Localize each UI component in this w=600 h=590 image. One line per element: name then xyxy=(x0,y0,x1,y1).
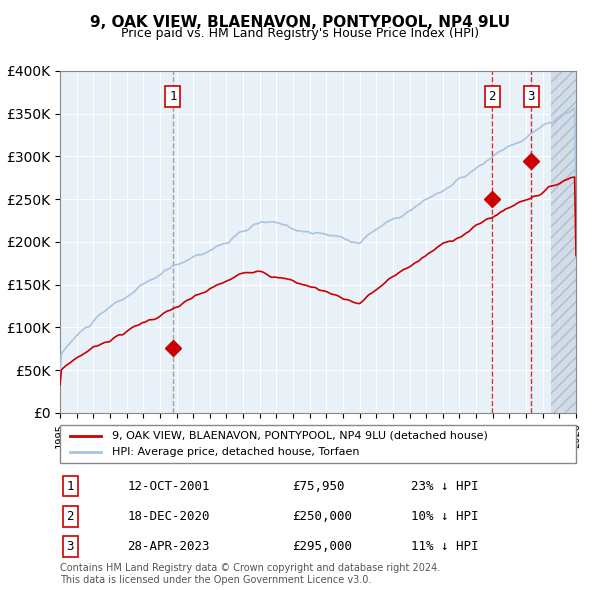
Text: 9, OAK VIEW, BLAENAVON, PONTYPOOL, NP4 9LU (detached house): 9, OAK VIEW, BLAENAVON, PONTYPOOL, NP4 9… xyxy=(112,431,487,441)
Text: £295,000: £295,000 xyxy=(292,540,352,553)
Text: Price paid vs. HM Land Registry's House Price Index (HPI): Price paid vs. HM Land Registry's House … xyxy=(121,27,479,40)
Text: 2: 2 xyxy=(67,510,74,523)
Text: 28-APR-2023: 28-APR-2023 xyxy=(127,540,209,553)
Text: 2: 2 xyxy=(488,90,496,103)
Text: £250,000: £250,000 xyxy=(292,510,352,523)
Text: 18-DEC-2020: 18-DEC-2020 xyxy=(127,510,209,523)
Text: £75,950: £75,950 xyxy=(292,480,345,493)
Text: HPI: Average price, detached house, Torfaen: HPI: Average price, detached house, Torf… xyxy=(112,447,359,457)
Text: 10% ↓ HPI: 10% ↓ HPI xyxy=(411,510,478,523)
Text: 1: 1 xyxy=(67,480,74,493)
Bar xyxy=(551,71,576,413)
Text: 3: 3 xyxy=(67,540,74,553)
Text: Contains HM Land Registry data © Crown copyright and database right 2024.
This d: Contains HM Land Registry data © Crown c… xyxy=(60,563,440,585)
Text: 1: 1 xyxy=(169,90,176,103)
Text: 12-OCT-2001: 12-OCT-2001 xyxy=(127,480,209,493)
Text: 23% ↓ HPI: 23% ↓ HPI xyxy=(411,480,478,493)
FancyBboxPatch shape xyxy=(60,425,576,463)
Text: 3: 3 xyxy=(527,90,535,103)
Text: 9, OAK VIEW, BLAENAVON, PONTYPOOL, NP4 9LU: 9, OAK VIEW, BLAENAVON, PONTYPOOL, NP4 9… xyxy=(90,15,510,30)
Text: 11% ↓ HPI: 11% ↓ HPI xyxy=(411,540,478,553)
